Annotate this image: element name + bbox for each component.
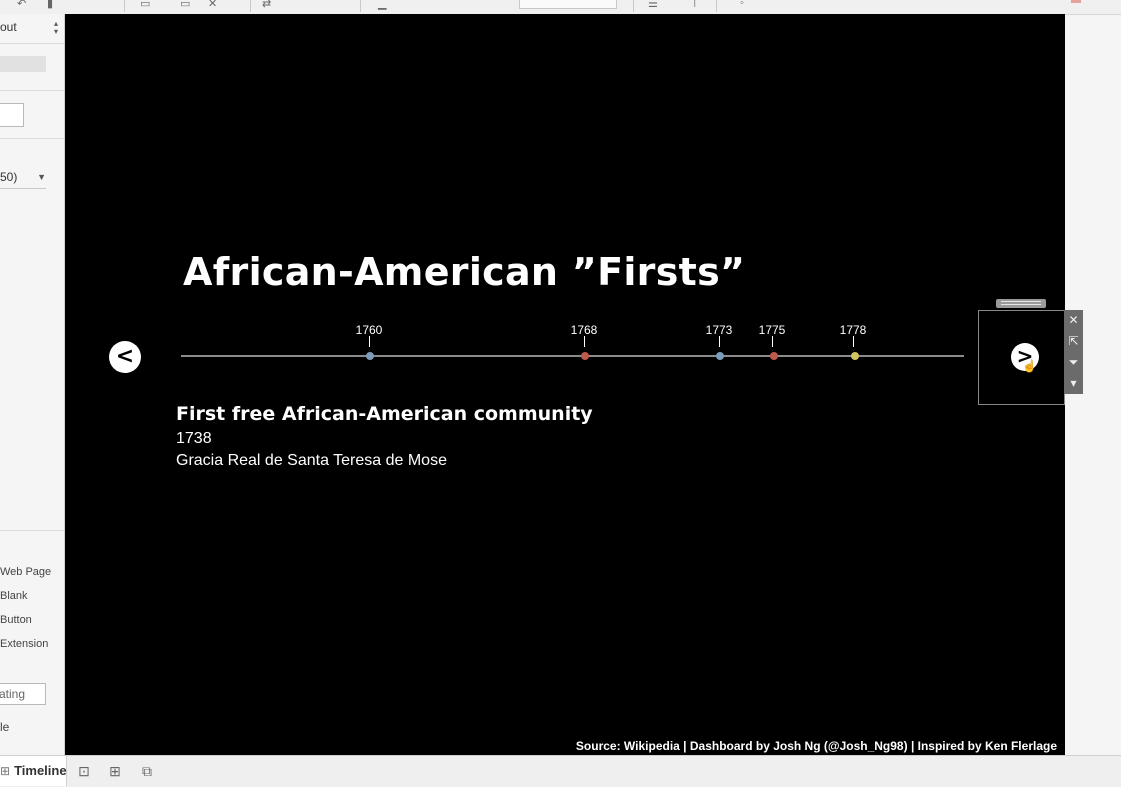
filter-icon[interactable]: ⏷ bbox=[1068, 355, 1079, 369]
hand-cursor-icon: ☝ bbox=[1022, 359, 1037, 373]
divider bbox=[0, 530, 64, 531]
fit-select[interactable]: 50) ▼ bbox=[0, 170, 46, 189]
event-year: 1738 bbox=[176, 430, 212, 447]
event-title: First free African-American community bbox=[176, 403, 593, 425]
move-handle[interactable] bbox=[996, 299, 1046, 308]
status-indicator bbox=[1071, 0, 1081, 3]
tick-stem bbox=[718, 336, 720, 347]
source-caption: Source: Wikipedia | Dashboard by Josh Ng… bbox=[575, 739, 1057, 753]
timeline-point[interactable] bbox=[851, 352, 859, 360]
data-source-icon[interactable]: ▮ bbox=[47, 0, 54, 10]
new-worksheet-icon[interactable]: ⊡ bbox=[78, 763, 90, 779]
undo-icon[interactable]: ↶ bbox=[17, 0, 27, 10]
layout-label: out bbox=[0, 20, 17, 34]
object-extension[interactable]: Extension bbox=[0, 638, 49, 650]
tick-label: 1778 bbox=[839, 323, 867, 337]
divider bbox=[0, 43, 64, 44]
object-blank[interactable]: Blank bbox=[0, 590, 28, 602]
timeline-point[interactable] bbox=[581, 352, 589, 360]
tab-label: Timeline bbox=[14, 763, 67, 778]
timeline-tick: 1773 bbox=[699, 323, 739, 347]
layout-selector[interactable]: out ▴ ▾ bbox=[0, 20, 60, 36]
dashboard-canvas: African-American ”Firsts” < 1760 1768 17… bbox=[65, 14, 1083, 755]
fit-dropdown[interactable] bbox=[519, 0, 617, 9]
tick-stem bbox=[852, 336, 854, 347]
open-external-icon[interactable]: ⇱ bbox=[1068, 334, 1079, 348]
tick-stem bbox=[368, 336, 370, 347]
toolbar: ↶ ▮ ▭ ▭ ✕ ⇄ ▁ ☰ ⊤ ◦ bbox=[0, 0, 1121, 15]
tick-label: 1760 bbox=[355, 323, 383, 337]
divider bbox=[0, 138, 64, 139]
new-dashboard-icon[interactable]: ⊞ bbox=[109, 763, 121, 779]
new-sheet-icon[interactable]: ▭ bbox=[140, 0, 151, 10]
tick-label: 1768 bbox=[570, 323, 598, 337]
show-cards-icon[interactable]: ☰ bbox=[648, 0, 658, 10]
tick-label: 1775 bbox=[758, 323, 786, 337]
timeline-tick: 1775 bbox=[752, 323, 792, 347]
timeline-tick: 1768 bbox=[564, 323, 604, 347]
object-button[interactable]: Button bbox=[0, 614, 32, 626]
device-preview-bar[interactable] bbox=[0, 56, 46, 72]
swap-icon[interactable]: ⇄ bbox=[262, 0, 272, 10]
timeline-point[interactable] bbox=[366, 352, 374, 360]
show-title-checkbox[interactable]: le bbox=[0, 720, 10, 734]
timeline-point[interactable] bbox=[770, 352, 778, 360]
timeline-tick: 1778 bbox=[833, 323, 873, 347]
stepper-icon: ▴ ▾ bbox=[53, 19, 58, 36]
fit-select-value: 50) bbox=[0, 170, 18, 184]
tick-stem bbox=[583, 336, 585, 347]
timeline-axis bbox=[181, 355, 964, 357]
dashboard-title: African-American ”Firsts” bbox=[183, 250, 746, 294]
next-button[interactable]: > bbox=[1011, 343, 1039, 371]
toolbar-separator bbox=[716, 0, 717, 12]
size-input[interactable] bbox=[0, 103, 24, 127]
chevron-down-icon: ▼ bbox=[37, 172, 46, 182]
highlight-icon[interactable]: ▁ bbox=[378, 0, 387, 10]
tooltip-icon[interactable]: ⊤ bbox=[690, 0, 700, 10]
dashboard-sidebar: out ▴ ▾ 50) ▼ Web Page Blank Button Exten… bbox=[0, 14, 65, 755]
more-options-icon[interactable]: ▾ bbox=[1070, 376, 1077, 390]
timeline-point[interactable] bbox=[716, 352, 724, 360]
floating-toggle[interactable]: ating bbox=[0, 683, 46, 705]
timeline-tick: 1760 bbox=[349, 323, 389, 347]
duplicate-icon[interactable]: ▭ bbox=[180, 0, 191, 10]
event-place: Gracia Real de Santa Teresa de Mose bbox=[176, 452, 447, 469]
tab-timeline[interactable]: ⊞ Timeline bbox=[0, 756, 67, 786]
dashboard-tab-icon: ⊞ bbox=[0, 764, 11, 778]
new-story-icon[interactable]: ⧉ bbox=[142, 763, 152, 779]
floating-label: ating bbox=[0, 687, 26, 701]
close-icon[interactable]: ✕ bbox=[1068, 313, 1079, 327]
object-toolbar: ✕ ⇱ ⏷ ▾ bbox=[1064, 310, 1083, 394]
tick-label: 1773 bbox=[705, 323, 733, 337]
object-web-page[interactable]: Web Page bbox=[0, 566, 52, 578]
toolbar-separator bbox=[360, 0, 361, 12]
share-icon[interactable]: ◦ bbox=[740, 0, 744, 9]
previous-button[interactable]: < bbox=[109, 341, 141, 373]
sheet-tabs: ⊞ Timeline ⊡ ⊞ ⧉ bbox=[0, 755, 1121, 787]
toolbar-separator bbox=[633, 0, 634, 12]
divider bbox=[0, 90, 64, 91]
toolbar-separator bbox=[124, 0, 125, 12]
clear-icon[interactable]: ✕ bbox=[208, 0, 218, 10]
toolbar-separator bbox=[250, 0, 251, 12]
tick-stem bbox=[771, 336, 773, 347]
